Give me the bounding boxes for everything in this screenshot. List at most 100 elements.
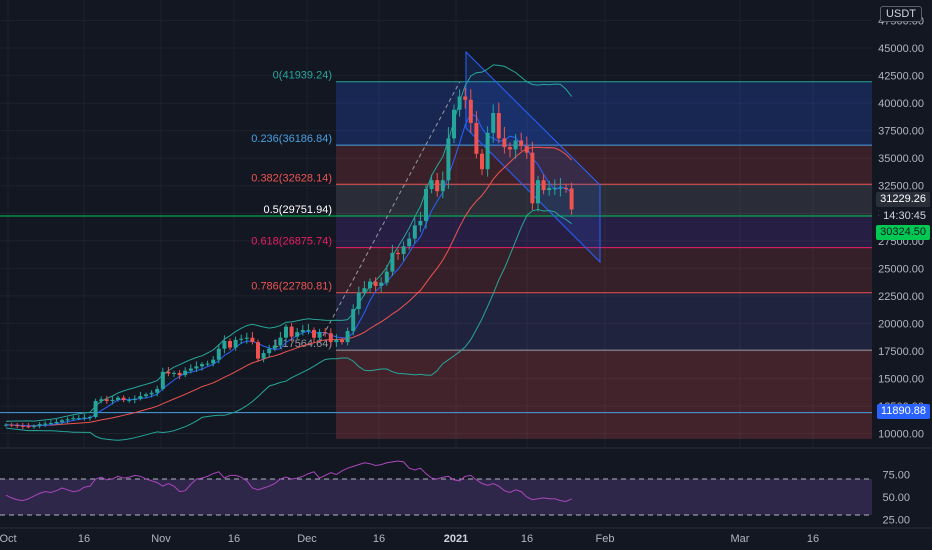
- candle-body: [541, 180, 546, 191]
- candle-body: [463, 96, 468, 100]
- candle-body: [379, 282, 384, 286]
- candle-body: [519, 140, 524, 147]
- candle-body: [412, 225, 417, 239]
- price-axis-label: 45000.00: [878, 43, 924, 55]
- time-axis-label: 16: [521, 533, 533, 545]
- price-axis-label: 20000.00: [878, 318, 924, 330]
- candle-body: [396, 252, 400, 254]
- trend-line-dashed: [319, 81, 461, 343]
- candle-body: [345, 331, 350, 343]
- candle-body: [250, 337, 255, 343]
- candle-body: [564, 187, 568, 189]
- price-tag-lower: 11890.88: [876, 404, 930, 419]
- candle-body: [530, 152, 535, 204]
- currency-badge[interactable]: USDT: [880, 6, 922, 22]
- candle-body: [340, 339, 344, 343]
- candle-body: [155, 388, 160, 393]
- price-axis-label: 40000.00: [878, 98, 924, 110]
- candle-body: [457, 96, 462, 110]
- fib-zone: [336, 145, 872, 185]
- candle-body: [418, 220, 423, 226]
- candle-body: [144, 394, 148, 397]
- price-tag-current: 30324.50: [876, 225, 930, 240]
- candle-body: [20, 425, 25, 427]
- candle-body: [82, 417, 87, 419]
- candle-body: [323, 332, 328, 334]
- candle-body: [356, 292, 361, 310]
- candle-body: [48, 423, 53, 425]
- candle-body: [256, 342, 260, 359]
- candle-body: [474, 122, 479, 154]
- candle-body: [37, 424, 42, 426]
- candle-body: [440, 180, 445, 192]
- candle-body: [138, 396, 143, 399]
- time-axis-label: 16: [807, 533, 819, 545]
- candle-body: [188, 368, 193, 371]
- candle-body: [267, 348, 272, 354]
- candle-body: [216, 348, 221, 360]
- candle-body: [317, 332, 322, 338]
- candle-body: [166, 371, 171, 374]
- candle-body: [289, 326, 294, 337]
- candle-body: [480, 153, 484, 170]
- candle-body: [485, 132, 490, 170]
- candle-body: [368, 281, 372, 289]
- candle-body: [104, 399, 109, 402]
- candle-body: [26, 426, 31, 428]
- bollinger-upper-line: [5, 64, 572, 422]
- candle-body: [177, 372, 182, 376]
- candle-body: [272, 345, 277, 349]
- candle-body: [491, 113, 496, 133]
- candle-body: [121, 397, 126, 400]
- candle-body: [172, 372, 176, 374]
- candle-body: [452, 109, 456, 139]
- candle-body: [9, 424, 14, 426]
- fib-label: 0.618(26875.74): [251, 236, 332, 248]
- candle-body: [239, 338, 244, 340]
- time-axis-label: 16: [373, 533, 385, 545]
- fib-label: 0(41939.24): [273, 70, 332, 82]
- candle-body: [424, 189, 428, 221]
- candle-body: [233, 339, 238, 348]
- candle-body: [110, 399, 115, 402]
- time-axis-label: 16: [78, 533, 90, 545]
- candle-body: [149, 392, 154, 395]
- candle-body: [351, 309, 356, 332]
- candle-body: [222, 340, 227, 349]
- candle-body: [211, 359, 216, 364]
- candle-body: [127, 399, 132, 401]
- candle-body: [15, 425, 20, 427]
- candle-body: [536, 180, 540, 204]
- price-axis-label: 17500.00: [878, 346, 924, 358]
- candle-body: [306, 329, 311, 331]
- time-axis-label: Mar: [731, 533, 750, 545]
- candle-body: [552, 187, 557, 189]
- moving-average-line: [5, 146, 572, 427]
- candle-body: [71, 418, 76, 420]
- candle-body: [4, 424, 8, 426]
- candle-body: [76, 418, 81, 420]
- candle-body: [228, 340, 232, 348]
- fib-zone: [336, 247, 872, 293]
- candle-body: [132, 398, 137, 400]
- rsi-band-fill: [0, 479, 872, 515]
- fib-label: 0.5(29751.94): [264, 204, 333, 216]
- candle-body: [244, 337, 249, 339]
- candle-body: [93, 401, 98, 417]
- candle-body: [390, 252, 395, 272]
- fib-zone: [336, 184, 872, 216]
- candle-body: [373, 281, 378, 286]
- price-axis-label: 15000.00: [878, 373, 924, 385]
- candle-body: [407, 238, 412, 247]
- candle-body: [446, 138, 451, 181]
- candle-body: [88, 416, 92, 418]
- fast-average-line: [5, 112, 572, 427]
- rsi-axis-label: 50.00: [882, 492, 910, 504]
- candle-body: [468, 99, 473, 123]
- price-axis-label: 32500.00: [878, 181, 924, 193]
- candle-body: [328, 333, 333, 343]
- candle-body: [54, 421, 59, 424]
- candle-body: [312, 329, 316, 338]
- candle-body: [43, 423, 48, 425]
